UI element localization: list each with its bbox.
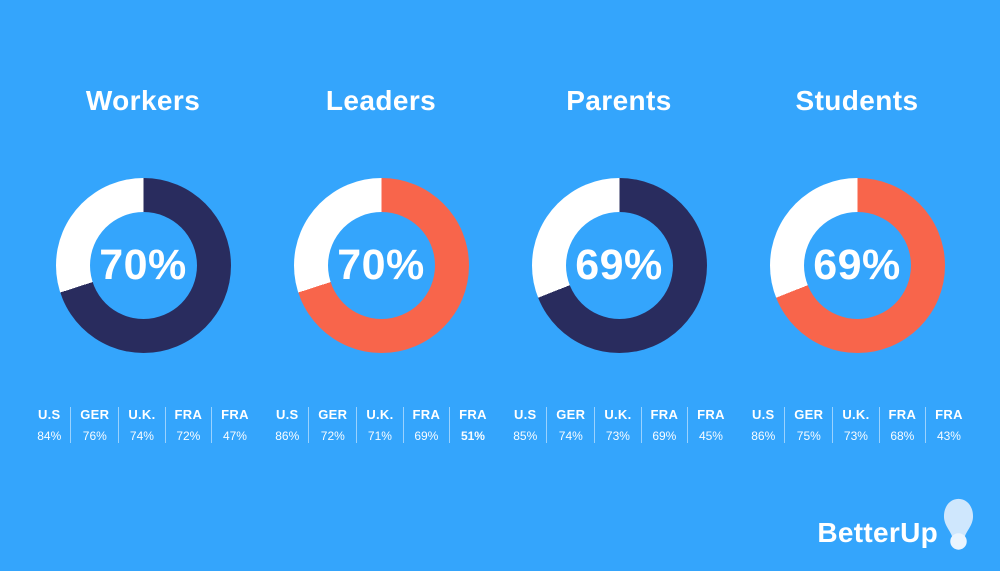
donut-chart: 69% [769, 178, 945, 353]
country-stat: GER 72% [308, 407, 356, 443]
country-value: 86% [751, 429, 776, 443]
country-value: 68% [890, 429, 915, 443]
country-value: 69% [414, 429, 439, 443]
country-code: FRA [174, 407, 203, 422]
country-stat: FRA 69% [640, 407, 688, 443]
country-value: 71% [367, 429, 392, 443]
country-code: U.S [275, 407, 299, 422]
country-code: FRA [650, 407, 679, 422]
country-value: 45% [698, 429, 723, 443]
country-value: 75% [796, 429, 821, 443]
country-code: FRA [888, 407, 917, 422]
country-code: U.S [751, 407, 775, 422]
country-stat: FRA 72% [164, 407, 212, 443]
country-code: GER [794, 407, 824, 422]
country-value: 86% [275, 429, 300, 443]
country-stat: FRA 68% [878, 407, 926, 443]
country-stat: GER 74% [546, 407, 594, 443]
chart-parents: Parents 69% U.S 85% GER 74% U.K. 73% FRA 69% FRA… [500, 84, 738, 443]
donut-hole: 69% [565, 212, 673, 319]
chart-workers: Workers 70% U.S 84% GER 76% U.K. 74% FRA 72% FRA… [24, 84, 262, 443]
country-code: U.K. [128, 407, 156, 422]
country-breakdown: U.S 86% GER 75% U.K. 73% FRA 68% FRA 43% [742, 407, 972, 443]
chart-students: Students 69% U.S 86% GER 75% U.K. 73% FRA 68% FR… [738, 84, 976, 443]
donut-hole: 70% [89, 212, 197, 319]
country-code: FRA [935, 407, 963, 422]
country-code: GER [556, 407, 586, 422]
country-code: U.K. [604, 407, 632, 422]
charts-row: Workers 70% U.S 84% GER 76% U.K. 74% FRA 72% FRA… [24, 84, 976, 443]
country-breakdown: U.S 86% GER 72% U.K. 71% FRA 69% FRA 51% [266, 407, 496, 443]
chart-leaders: Leaders 70% U.S 86% GER 72% U.K. 71% FRA 69% FRA… [262, 84, 500, 443]
country-value: 76% [82, 429, 107, 443]
country-code: GER [80, 407, 110, 422]
country-stat: GER 76% [70, 407, 118, 443]
country-code: U.S [513, 407, 537, 422]
country-code: FRA [459, 407, 487, 422]
donut-center-value: 69% [575, 241, 663, 289]
country-value: 73% [605, 429, 630, 443]
country-value: 72% [176, 429, 201, 443]
country-stat: U.K. 71% [356, 407, 402, 443]
chart-title: Workers [85, 85, 201, 116]
country-value: 69% [652, 429, 677, 443]
lightbulb-icon [943, 498, 974, 550]
country-value: 47% [222, 429, 247, 443]
country-breakdown: U.S 84% GER 76% U.K. 74% FRA 72% FRA 47% [28, 407, 258, 443]
country-stat: U.K. 73% [832, 407, 878, 443]
betterup-logo: BetterUp [817, 497, 974, 551]
donut-hole: 70% [327, 212, 435, 319]
country-stat: U.S 86% [266, 407, 308, 443]
chart-title: Parents [566, 85, 672, 116]
donut-chart: 69% [531, 178, 707, 353]
country-stat: GER 75% [784, 407, 832, 443]
country-value: 85% [513, 429, 538, 443]
country-stat: FRA 69% [402, 407, 450, 443]
country-stat: FRA 47% [211, 407, 258, 443]
logo-text: BetterUp [817, 517, 938, 548]
country-code: FRA [221, 407, 249, 422]
country-stat: U.S 85% [504, 407, 546, 443]
donut-center-value: 69% [813, 241, 901, 289]
donut-center-value: 70% [337, 241, 425, 289]
country-value: 72% [320, 429, 345, 443]
country-stat: FRA 43% [925, 407, 972, 443]
country-code: GER [318, 407, 348, 422]
country-code: U.K. [842, 407, 870, 422]
country-value: 74% [558, 429, 583, 443]
country-breakdown: U.S 85% GER 74% U.K. 73% FRA 69% FRA 45% [504, 407, 734, 443]
country-stat: FRA 45% [687, 407, 734, 443]
donut-chart: 70% [293, 178, 469, 353]
country-code: U.S [37, 407, 61, 422]
country-stat: U.K. 74% [118, 407, 164, 443]
donut-hole: 69% [803, 212, 911, 319]
chart-title: Leaders [325, 85, 437, 116]
country-value: 51% [460, 429, 485, 443]
country-value: 73% [843, 429, 868, 443]
country-code: FRA [412, 407, 441, 422]
country-stat: FRA 51% [449, 407, 496, 443]
country-value: 74% [129, 429, 154, 443]
country-code: U.K. [366, 407, 394, 422]
chart-title: Students [795, 85, 919, 116]
country-code: FRA [697, 407, 725, 422]
country-stat: U.S 84% [28, 407, 70, 443]
country-value: 43% [936, 429, 961, 443]
country-stat: U.K. 73% [594, 407, 640, 443]
donut-center-value: 70% [99, 241, 187, 289]
country-value: 84% [37, 429, 62, 443]
country-stat: U.S 86% [742, 407, 784, 443]
donut-chart: 70% [55, 178, 231, 353]
